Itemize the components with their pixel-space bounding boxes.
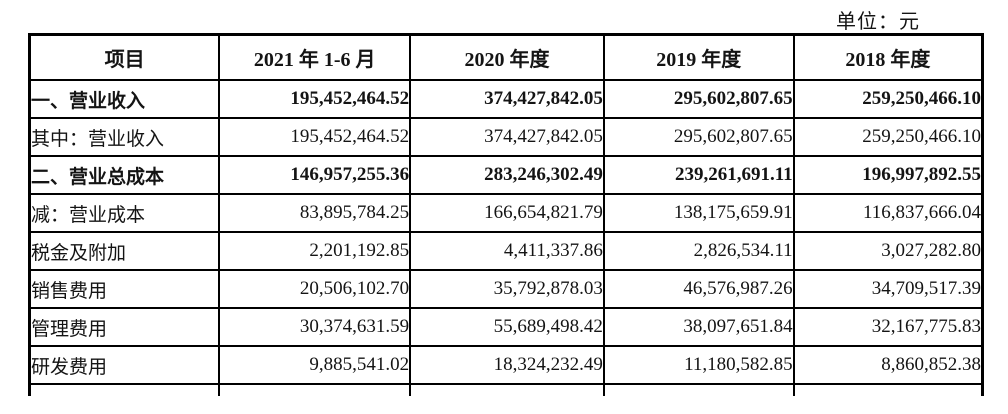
value-cell: 138,175,659.91 [602, 193, 795, 233]
value-cell: 20,506,102.70 [218, 269, 412, 309]
table-row-partial [28, 383, 984, 396]
row-label-cell: 一、营业收入 [28, 79, 221, 119]
value-cell: 374,427,842.05 [409, 117, 605, 157]
value-cell: 295,602,807.65 [602, 79, 795, 119]
table-row: 减：营业成本 83,895,784.25 166,654,821.79 138,175… [28, 193, 984, 233]
column-header-period: 2019 年度 [602, 33, 795, 81]
value-cell: 32,167,775.83 [792, 307, 984, 347]
value-cell: 283,246,302.49 [409, 155, 605, 195]
value-cell [409, 383, 605, 396]
column-header-period: 2020 年度 [409, 33, 605, 81]
table-row: 销售费用 20,506,102.70 35,792,878.03 46,576,987… [28, 269, 984, 309]
value-cell: 195,452,464.52 [218, 117, 412, 157]
table-row: 二、营业总成本 146,957,255.36 283,246,302.49 239,2… [28, 155, 984, 195]
value-cell: 11,180,582.85 [602, 345, 795, 385]
table-row: 研发费用 9,885,541.02 18,324,232.49 11,180,582.… [28, 345, 984, 385]
value-cell: 38,097,651.84 [602, 307, 795, 347]
value-cell: 8,860,852.38 [792, 345, 984, 385]
value-cell: 374,427,842.05 [409, 79, 605, 119]
value-cell [602, 383, 795, 396]
value-cell: 3,027,282.80 [792, 231, 984, 271]
column-header-item: 项目 [28, 33, 221, 81]
column-header-period: 2018 年度 [792, 33, 984, 81]
value-cell: 195,452,464.52 [218, 79, 412, 119]
row-label-cell: 税金及附加 [28, 231, 221, 271]
value-cell: 116,837,666.04 [792, 193, 984, 233]
table-body: 一、营业收入 195,452,464.52 374,427,842.05 295,60… [28, 79, 984, 396]
row-label-cell: 研发费用 [28, 345, 221, 385]
value-cell: 46,576,987.26 [602, 269, 795, 309]
row-label-cell: 减：营业成本 [28, 193, 221, 233]
table-row: 一、营业收入 195,452,464.52 374,427,842.05 295,60… [28, 79, 984, 119]
value-cell: 259,250,466.10 [792, 117, 984, 157]
value-cell: 196,997,892.55 [792, 155, 984, 195]
table-header-row: 项目 2021 年 1-6 月 2020 年度 2019 年度 2018 年度 [28, 33, 984, 81]
table-row: 管理费用 30,374,631.59 55,689,498.42 38,097,651… [28, 307, 984, 347]
row-label-cell [28, 383, 221, 396]
value-cell: 146,957,255.36 [218, 155, 412, 195]
value-cell [792, 383, 984, 396]
value-cell: 34,709,517.39 [792, 269, 984, 309]
value-cell: 295,602,807.65 [602, 117, 795, 157]
value-cell: 30,374,631.59 [218, 307, 412, 347]
value-cell: 83,895,784.25 [218, 193, 412, 233]
row-label-cell: 管理费用 [28, 307, 221, 347]
table-row: 其中：营业收入 195,452,464.52 374,427,842.05 295,6… [28, 117, 984, 157]
income-statement-table: 项目 2021 年 1-6 月 2020 年度 2019 年度 2018 年度 一、营业… [28, 33, 984, 396]
value-cell: 35,792,878.03 [409, 269, 605, 309]
value-cell: 2,201,192.85 [218, 231, 412, 271]
row-label-cell: 二、营业总成本 [28, 155, 221, 195]
value-cell: 259,250,466.10 [792, 79, 984, 119]
value-cell: 9,885,541.02 [218, 345, 412, 385]
value-cell: 2,826,534.11 [602, 231, 795, 271]
row-label-cell: 销售费用 [28, 269, 221, 309]
value-cell: 239,261,691.11 [602, 155, 795, 195]
value-cell: 18,324,232.49 [409, 345, 605, 385]
value-cell [218, 383, 412, 396]
value-cell: 55,689,498.42 [409, 307, 605, 347]
table-row: 税金及附加 2,201,192.85 4,411,337.86 2,826,534.1… [28, 231, 984, 271]
value-cell: 4,411,337.86 [409, 231, 605, 271]
unit-label: 单位：元 [836, 11, 920, 33]
column-header-period: 2021 年 1-6 月 [218, 33, 412, 81]
row-label-cell: 其中：营业收入 [28, 117, 221, 157]
value-cell: 166,654,821.79 [409, 193, 605, 233]
